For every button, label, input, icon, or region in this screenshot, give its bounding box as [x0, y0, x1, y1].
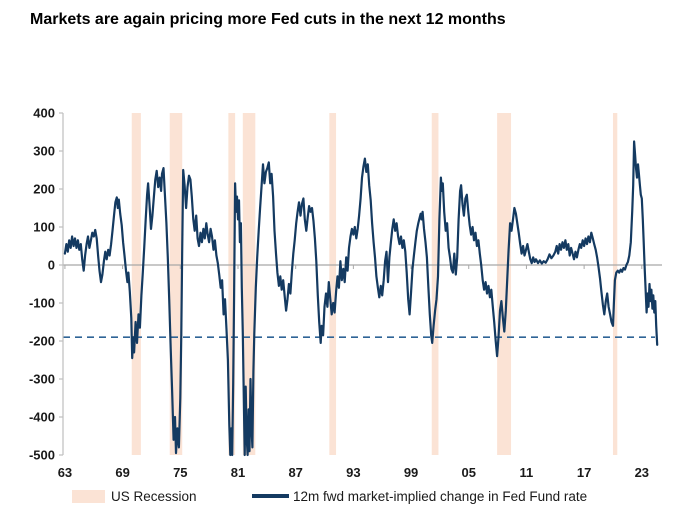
chart-title: Markets are again pricing more Fed cuts …: [30, 11, 506, 28]
series-line-swatch: [252, 494, 289, 498]
x-tick-label: 05: [462, 465, 476, 480]
x-axis-labels: 63 69 75 81 87 93 99 05 11 17 23: [58, 465, 649, 480]
y-tick-label: 0: [48, 258, 55, 273]
y-tick-label: -100: [29, 296, 55, 311]
y-tick-label: -300: [29, 372, 55, 387]
x-tick-label: 63: [58, 465, 72, 480]
x-tick-label: 69: [115, 465, 129, 480]
x-tick-label: 81: [231, 465, 245, 480]
zero-axis: [63, 264, 662, 269]
legend-recession-label: US Recession: [111, 488, 197, 504]
x-tick-label: 17: [577, 465, 591, 480]
y-tick-label: -200: [29, 334, 55, 349]
y-tick-label: 400: [33, 106, 55, 121]
y-tick-label: 100: [33, 220, 55, 235]
x-tick-label: 93: [346, 465, 360, 480]
x-tick-label: 11: [520, 465, 534, 480]
x-tick-label: 99: [404, 465, 418, 480]
y-tick-label: -400: [29, 410, 55, 425]
y-tick-label: 300: [33, 144, 55, 159]
recession-swatch: [72, 489, 105, 503]
y-axis: 400 300 200 100 0 -100 -200 -300 -400 -500: [29, 106, 64, 463]
legend-series-label: 12m fwd market-implied change in Fed Fun…: [293, 488, 588, 504]
legend-item-recession: US Recession: [72, 488, 197, 504]
y-tick-label: -500: [29, 448, 55, 463]
x-tick-label: 87: [288, 465, 302, 480]
x-tick-label: 75: [173, 465, 187, 480]
recession-bands: [131, 113, 618, 455]
x-tick-label: 23: [635, 465, 649, 480]
legend-item-series: 12m fwd market-implied change in Fed Fun…: [252, 488, 587, 504]
chart-legend: US Recession 12m fwd market-implied chan…: [0, 488, 680, 508]
y-tick-label: 200: [33, 182, 55, 197]
series-line: [63, 140, 659, 457]
